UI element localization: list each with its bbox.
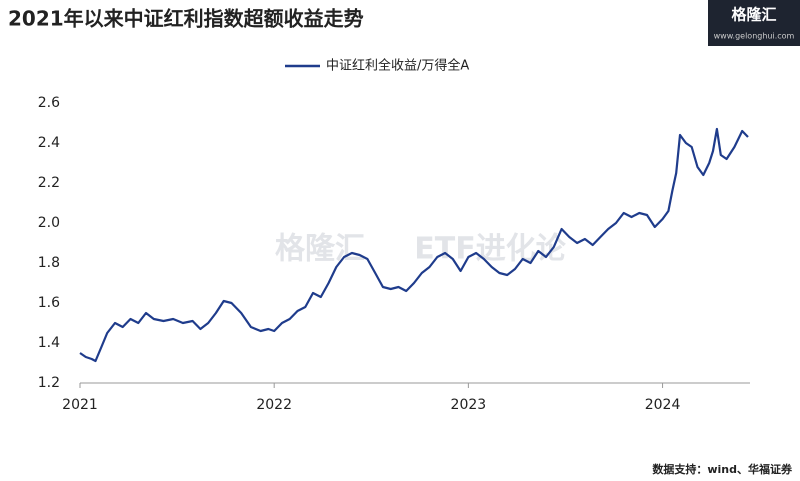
chart-title: 2021年以来中证红利指数超额收益走势 [8,7,364,31]
y-tick-label: 2.6 [38,95,60,111]
logo-url: www.gelonghui.com [714,32,795,41]
y-tick-label: 1.6 [38,295,60,311]
y-tick-label: 2.2 [38,175,60,191]
x-tick-label: 2021 [62,397,98,413]
y-tick-label: 2.4 [38,135,60,151]
x-tick-label: 2023 [451,397,487,413]
source: 数据支持：wind、华福证券 [652,462,793,476]
y-tick-label: 2.0 [38,215,60,231]
y-tick-label: 1.8 [38,255,60,271]
logo-name: 格隆汇 [731,6,776,24]
legend-label: 中证红利全收益/万得全A [326,58,469,74]
watermark: 格隆汇 [275,232,365,267]
y-tick-label: 1.2 [38,375,60,391]
y-tick-label: 1.4 [38,335,60,351]
line [79,127,749,363]
logo-box [708,0,800,46]
x-tick-label: 2024 [645,397,681,413]
x-tick-label: 2022 [256,397,292,413]
watermark: ETF进化论 [414,232,566,267]
